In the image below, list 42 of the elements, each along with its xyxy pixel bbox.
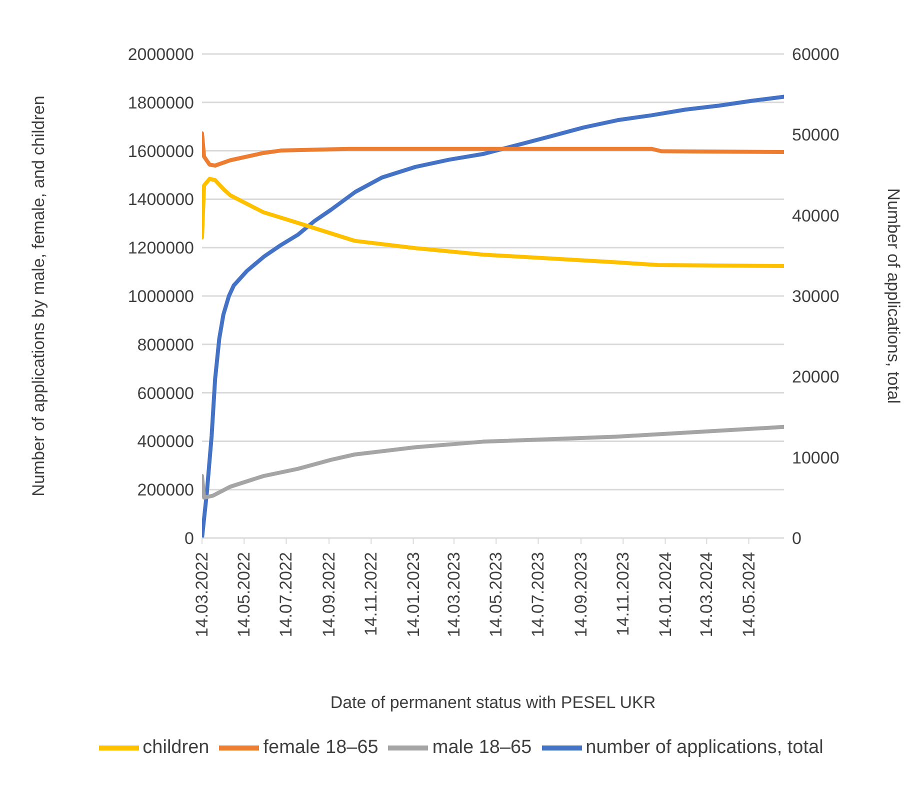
y-tick-label: 2000000 [128,45,194,64]
y-tick-label: 600000 [137,384,194,403]
legend-label: number of applications, total [586,737,824,758]
y-tick-label: 1400000 [128,190,194,210]
y2-tick-label: 40000 [792,206,840,226]
legend-label: female 18–65 [263,737,378,758]
x-tick-label: 14.03.2022 [192,552,212,638]
x-tick-label: 14.09.2023 [572,552,591,638]
x-tick-label: 14.07.2023 [528,552,548,638]
x-tick-label: 14.05.2022 [234,552,254,638]
line-series [202,424,784,500]
x-tick-label: 14.01.2024 [656,552,675,638]
y-tick-label: 400000 [137,432,194,452]
y2-tick-label: 50000 [792,126,840,145]
y-tick-label: 0 [184,529,194,548]
y-tick-label: 800000 [137,335,194,354]
y-tick-label: 1800000 [128,93,194,112]
x-tick-label: 14.11.2022 [362,552,381,636]
y2-tick-label: 30000 [792,287,840,306]
y-tick-label: 1600000 [128,142,194,161]
x-tick-label: 14.11.2023 [614,552,633,636]
x-tick-label: 14.05.2024 [739,552,758,638]
line-series [202,176,784,268]
y-tick-label: 200000 [137,480,194,500]
y-axis-title: Number of applications by male, female, and children [29,96,48,496]
y2-tick-label: 60000 [792,45,840,64]
x-tick-label: 14.05.2023 [486,552,506,638]
x-tick-label: 14.01.2023 [404,552,423,638]
y2-tick-label: 0 [792,529,802,548]
x-tick-label: 14.07.2022 [276,552,296,638]
x-tick-label: 14.03.2024 [697,552,716,638]
y-tick-label: 1000000 [128,287,194,306]
y-tick-label: 1200000 [128,238,194,258]
x-tick-label: 14.09.2022 [320,552,339,638]
y2-axis-title: Number of applications, total [884,188,903,404]
line-series [202,131,784,168]
x-axis-title: Date of permanent status with PESEL UKR [330,693,656,712]
legend-label: male 18–65 [432,737,532,758]
x-tick-label: 14.03.2023 [444,552,464,638]
y2-tick-label: 20000 [792,368,840,387]
y2-tick-label: 10000 [792,448,840,468]
legend-label: children [142,737,210,758]
